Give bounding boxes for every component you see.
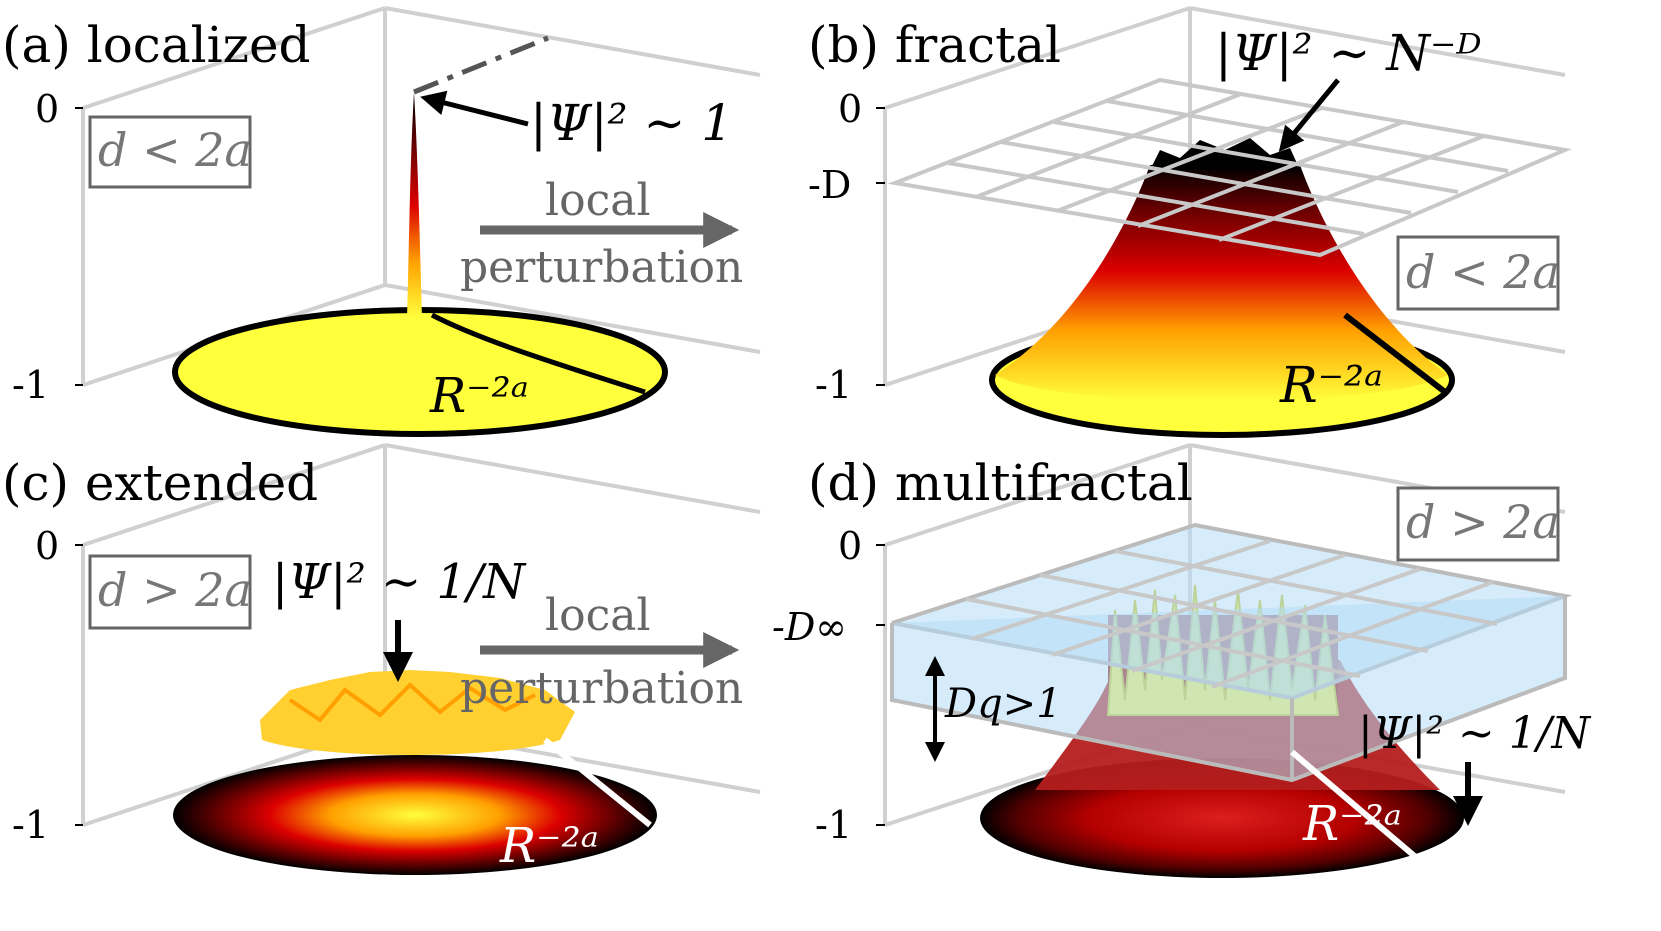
panel-d-band-box (890, 522, 1573, 783)
panel-c-rough-top (260, 670, 575, 755)
panel-a-condition: d < 2a (98, 123, 252, 177)
panel-c-condition: d > 2a (98, 563, 252, 617)
panel-c-disk (173, 755, 657, 875)
bottom-perturbation-arrow-group: local perturbation (460, 590, 743, 714)
panel-b-peak-arrow (1278, 78, 1340, 152)
panel-d-peak-label: |Ψ|² ∼ 1/N (1358, 708, 1592, 759)
panel-b: (b) fractal 0 -D -1 R⁻²ᵃ |Ψ|² ∼ N⁻ᴰ d < … (808, 6, 1572, 438)
panel-d-band-label: Dq>1 (944, 681, 1062, 727)
panel-c-title: (c) extended (2, 454, 318, 512)
panel-a-decay-line (430, 312, 646, 395)
panel-c-condition-box (88, 554, 252, 630)
panel-a-peak-arrow (420, 90, 529, 127)
panel-c-decay-line (543, 737, 652, 828)
panel-b-cone (995, 165, 1448, 402)
panel-c-tick-bottom: -1 (12, 803, 49, 847)
panel-c-peak-label: |Ψ|² ∼ 1/N (272, 554, 527, 610)
panel-d-title: (d) multifractal (808, 454, 1193, 512)
panel-d: (d) multifractal 0 -D∞ -1 Dq>1 R⁻²ᵃ |Ψ|² (772, 443, 1592, 885)
panel-d-decay-line (1290, 749, 1447, 885)
panel-a-condition-box (88, 115, 252, 189)
panel-d-tick-top: 0 (838, 524, 862, 568)
panel-b-condition: d < 2a (1406, 245, 1560, 299)
panel-a-spike (407, 92, 422, 318)
panel-b-decay-label: R⁻²ᵃ (1279, 356, 1383, 414)
panel-a-title: (a) localized (2, 16, 311, 74)
top-perturbation-arrow-group: local perturbation (460, 175, 743, 293)
panel-c-rough-texture (288, 682, 536, 723)
panel-d-tick-mid: -D∞ (772, 605, 847, 649)
panel-a-decay-label: R⁻²ᵃ (429, 368, 529, 424)
bottom-arrow-text-2: perturbation (460, 663, 743, 714)
panel-b-tick-mid: -D (808, 163, 851, 207)
panel-a: (a) localized 0 -1 d < 2a R⁻²ᵃ |Ψ|² ∼ 1 (2, 6, 761, 437)
bottom-arrow-text-1: local (545, 590, 651, 641)
panel-a-tick-bottom: -1 (12, 363, 49, 407)
panel-c-tick-top: 0 (35, 524, 59, 568)
panel-a-dashdot-line (413, 35, 549, 95)
panel-d-condition: d > 2a (1406, 495, 1560, 549)
panel-b-tick-bottom: -1 (815, 363, 852, 407)
panel-d-tick-bottom: -1 (815, 803, 852, 847)
panel-b-decay-line (1343, 312, 1447, 395)
panel-d-condition-box (1396, 486, 1560, 562)
top-arrow-text-1: local (545, 175, 651, 226)
panel-a-peak-label: |Ψ|² ∼ 1 (530, 94, 733, 152)
panel-b-peak-label: |Ψ|² ∼ N⁻ᴰ (1215, 24, 1482, 82)
panel-b-title: (b) fractal (808, 16, 1061, 74)
panel-c-decay-label: R⁻²ᵃ (499, 818, 599, 874)
panel-d-decay-label: R⁻²ᵃ (1302, 796, 1402, 852)
panel-c: (c) extended 0 -1 d > 2a R⁻²ᵃ |Ψ|² ∼ 1/N (2, 443, 761, 875)
panel-a-disk (172, 307, 668, 437)
panel-b-condition-box (1396, 235, 1560, 311)
panel-b-tick-top: 0 (838, 87, 862, 131)
top-arrow-text-2: perturbation (460, 242, 743, 293)
panel-a-tick-top: 0 (35, 87, 59, 131)
panel-b-plane-grid (887, 77, 1572, 258)
